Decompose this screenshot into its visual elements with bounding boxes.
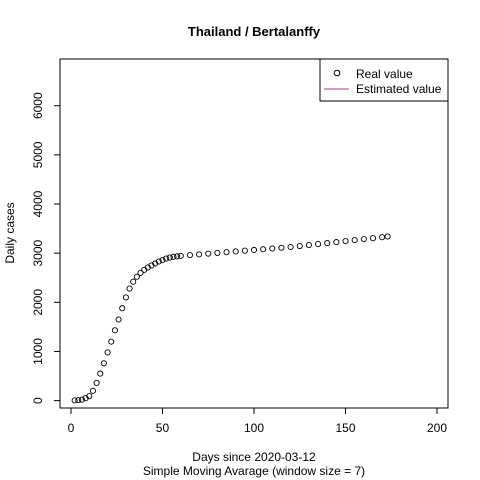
legend-real-value-label: Real value [356,67,413,81]
data-point [123,295,128,300]
y-tick-label: 1000 [31,338,45,365]
x-tick-label: 200 [427,421,447,435]
x-tick-label: 50 [156,421,170,435]
data-point [380,235,385,240]
data-point [261,247,266,252]
data-point [187,253,192,258]
legend-estimated-value-label: Estimated value [356,82,442,96]
x-tick-label: 100 [244,421,264,435]
data-point [251,247,256,252]
data-point [270,246,275,251]
data-point [233,249,238,254]
x-axis: 0 50 100 150 200 [68,408,448,435]
x-tick-label: 0 [68,421,75,435]
data-point [361,237,366,242]
data-point [94,380,99,385]
data-point [112,328,117,333]
data-point [131,279,136,284]
data-point [206,251,211,256]
data-point [109,339,114,344]
data-point [334,240,339,245]
real-value-series [72,234,390,403]
data-point [127,286,132,291]
chart-title: Thailand / Bertalanffy [188,24,321,39]
x-axis-label: Days since 2020-03-12 [192,450,316,464]
y-tick-label: 3000 [31,239,45,266]
data-point [116,317,121,322]
data-point [196,252,201,257]
plot-frame [60,59,448,408]
y-tick-label: 0 [31,397,45,404]
data-point [98,371,103,376]
data-point [279,245,284,250]
y-tick-label: 5000 [31,141,45,168]
x-tick-label: 150 [335,421,355,435]
legend: Real value Estimated value [320,59,448,101]
data-point [215,250,220,255]
y-axis-label: Daily cases [3,202,17,263]
data-point [315,241,320,246]
y-axis: 0 1000 2000 3000 4000 5000 6000 [31,92,60,404]
data-point [297,243,302,248]
data-point [105,350,110,355]
data-point [288,244,293,249]
data-point [120,306,125,311]
data-point [242,248,247,253]
data-point [142,267,147,272]
data-point [101,361,106,366]
data-point [167,255,172,260]
data-point [306,242,311,247]
y-tick-label: 2000 [31,289,45,316]
data-point [385,234,390,239]
data-point [90,388,95,393]
data-point [370,236,375,241]
data-point [352,238,357,243]
chart-subtitle: Simple Moving Avarage (window size = 7) [143,464,365,478]
data-point [325,240,330,245]
y-tick-label: 6000 [31,92,45,119]
y-tick-label: 4000 [31,190,45,217]
data-point [224,250,229,255]
data-point [343,239,348,244]
data-point [178,253,183,258]
